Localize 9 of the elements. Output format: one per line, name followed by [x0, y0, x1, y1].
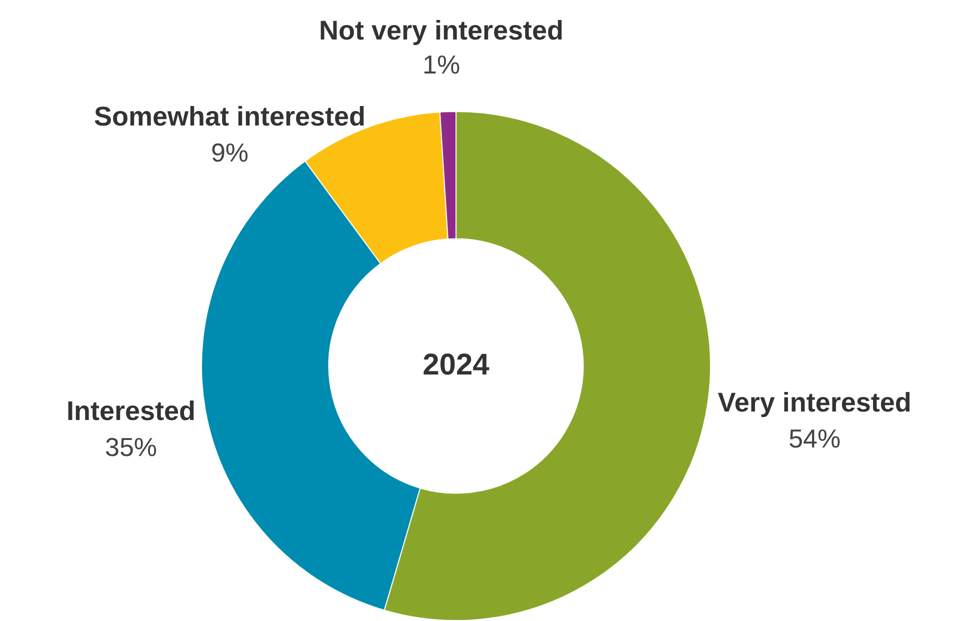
slice-label: Very interested: [718, 388, 912, 418]
data-label: 1%: [422, 50, 460, 80]
slice-label: Somewhat interested: [94, 101, 366, 132]
slice-label: Interested: [66, 396, 196, 426]
text: 2024: [422, 348, 490, 382]
data-label: 35%: [104, 432, 158, 462]
data-label: 54%: [788, 424, 841, 454]
data-label: 9%: [210, 137, 249, 168]
slice-label: Not very interested: [318, 16, 564, 46]
